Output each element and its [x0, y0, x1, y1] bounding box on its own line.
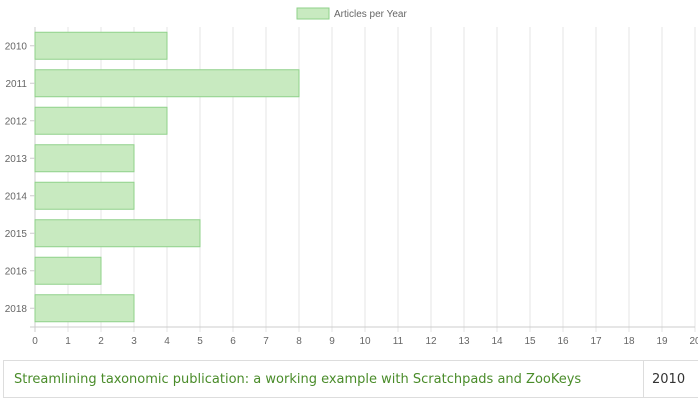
- x-tick-label-10: 10: [359, 336, 371, 347]
- bar-2016: [34, 256, 102, 285]
- x-tick-label-1: 1: [65, 336, 71, 347]
- y-tick-label-2011: 2011: [5, 79, 27, 90]
- x-tick-label-13: 13: [458, 336, 470, 347]
- x-tick-label-8: 8: [296, 336, 302, 347]
- x-tick-label-6: 6: [230, 336, 236, 347]
- articles-table: Streamlining taxonomic publication: a wo…: [3, 360, 698, 398]
- legend-swatch: [296, 7, 330, 20]
- bar-2014: [34, 181, 135, 210]
- bar-2011: [34, 69, 300, 98]
- bar-2015: [34, 219, 201, 248]
- x-tick-label-0: 0: [32, 336, 38, 347]
- x-axis-tick-labels: 0 1 2 3 4 5 6 7 8 9 10 11 12 13 14 15 16 17 18 19 20: [32, 336, 698, 347]
- x-tick-label-9: 9: [329, 336, 335, 347]
- x-tick-label-4: 4: [164, 336, 170, 347]
- x-tick-label-3: 3: [131, 336, 137, 347]
- chart-bars: [34, 31, 300, 323]
- legend-label-articles-per-year: Articles per Year: [334, 9, 407, 20]
- bar-2010: [34, 31, 168, 60]
- x-tick-label-12: 12: [425, 336, 437, 347]
- y-tick-label-2015: 2015: [5, 229, 28, 240]
- y-tick-label-2018: 2018: [5, 304, 28, 315]
- chart-legend: Articles per Year: [296, 7, 407, 20]
- x-tick-label-7: 7: [263, 336, 269, 347]
- bar-chart: Articles per Year 2010201120122013201420…: [5, 7, 698, 347]
- y-tick-label-2013: 2013: [5, 154, 28, 165]
- article-year: 2010: [643, 361, 698, 397]
- y-tick-label-2010: 2010: [5, 41, 28, 52]
- x-tick-label-17: 17: [590, 336, 602, 347]
- bar-2018: [34, 294, 135, 323]
- x-tick-label-18: 18: [623, 336, 635, 347]
- x-tick-label-19: 19: [656, 336, 668, 347]
- x-tick-label-15: 15: [524, 336, 536, 347]
- y-axis-tick-labels: 2010 2011 2012 2013 2014 2015 2016 2018: [5, 41, 35, 315]
- article-title-link[interactable]: Streamlining taxonomic publication: a wo…: [14, 371, 582, 387]
- x-tick-label-2: 2: [98, 336, 104, 347]
- x-tick-label-5: 5: [197, 336, 203, 347]
- bar-2012: [34, 106, 168, 135]
- x-tick-label-20: 20: [689, 336, 698, 347]
- x-tick-label-16: 16: [557, 336, 569, 347]
- y-tick-label-2012: 2012: [5, 116, 28, 127]
- x-tick-label-11: 11: [393, 336, 404, 347]
- y-tick-label-2016: 2016: [5, 266, 28, 277]
- x-tick-label-14: 14: [491, 336, 503, 347]
- bar-2013: [34, 144, 135, 173]
- y-tick-label-2014: 2014: [5, 191, 28, 202]
